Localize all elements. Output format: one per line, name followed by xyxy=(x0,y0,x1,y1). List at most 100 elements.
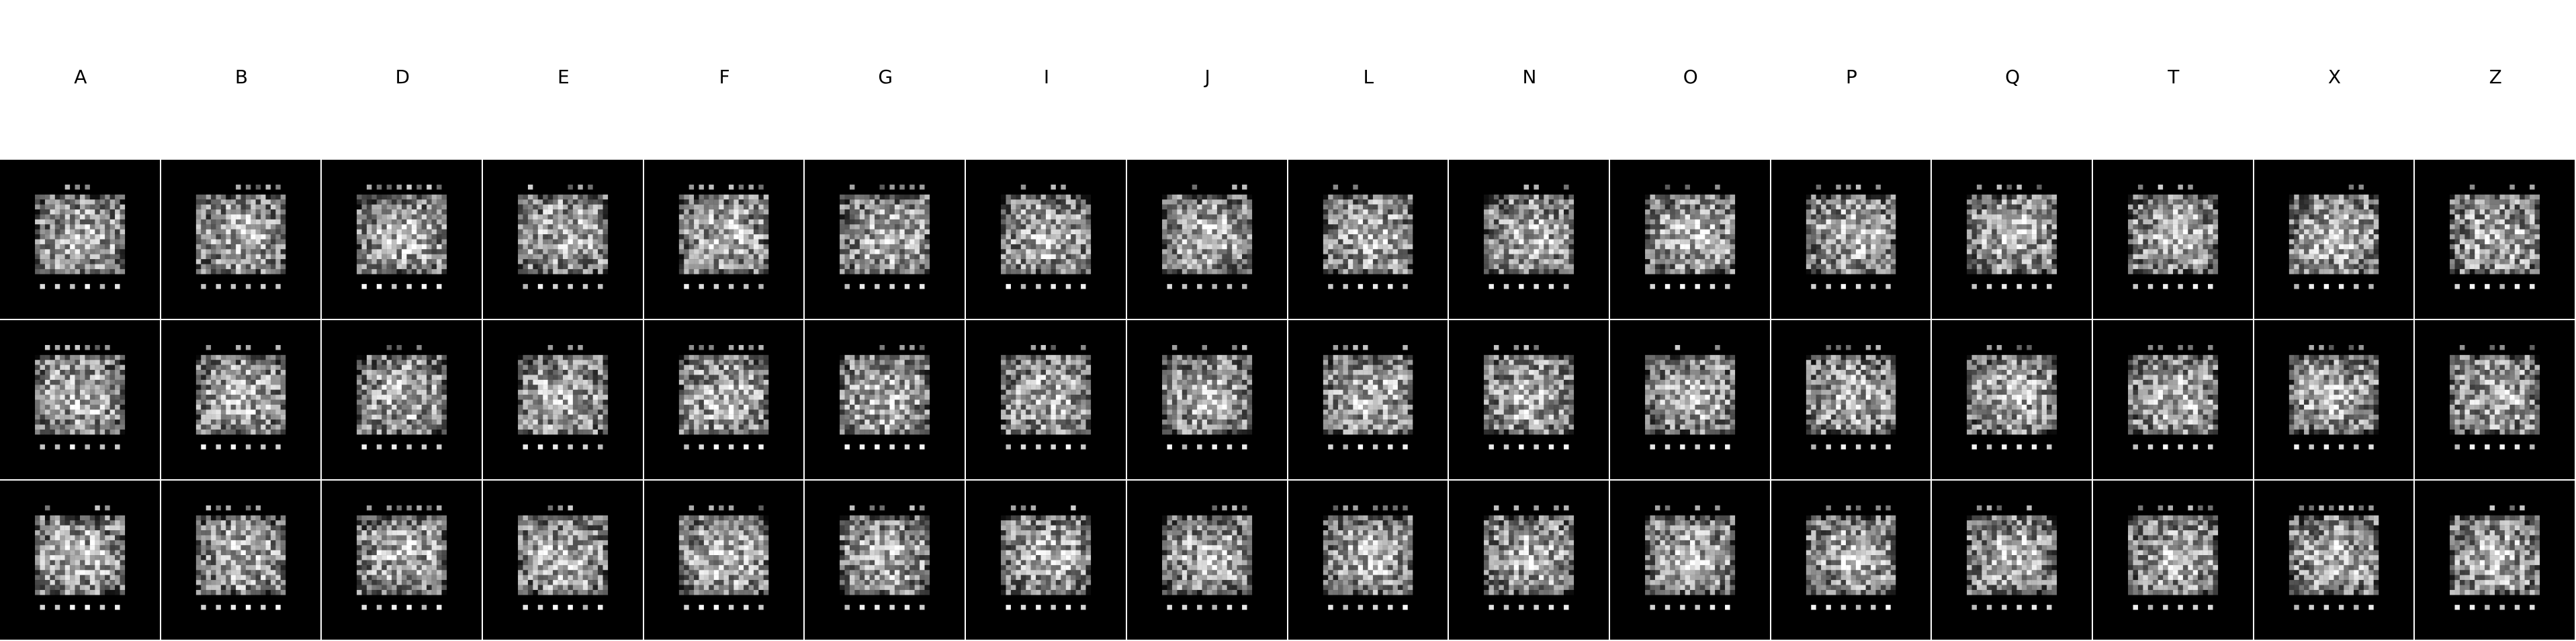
sample-tile-b-row-3 xyxy=(161,481,320,640)
column-label-e: E xyxy=(558,66,570,88)
sample-image xyxy=(2093,481,2253,640)
sample-image xyxy=(644,481,803,640)
sample-image xyxy=(1127,481,1287,640)
sample-image xyxy=(805,481,965,640)
sample-image xyxy=(1932,160,2092,319)
sample-tile-q-row-1 xyxy=(1932,160,2092,319)
sample-image xyxy=(805,320,965,479)
sample-image xyxy=(2415,160,2575,319)
sample-image xyxy=(1610,481,1770,640)
sample-image xyxy=(644,160,803,319)
column-label-i: I xyxy=(1043,66,1050,88)
sample-tile-t-row-2 xyxy=(2093,320,2253,479)
sample-image xyxy=(1449,481,1609,640)
sample-tile-e-row-2 xyxy=(483,320,643,479)
sample-image xyxy=(2254,320,2413,479)
sample-tile-p-row-1 xyxy=(1771,160,1930,319)
sample-tile-p-row-2 xyxy=(1771,320,1930,479)
sample-image xyxy=(1288,320,1448,479)
sample-tile-f-row-2 xyxy=(644,320,803,479)
sample-image xyxy=(161,320,320,479)
sample-image xyxy=(1449,160,1609,319)
column-label-n: N xyxy=(1522,66,1537,88)
sample-tile-j-row-1 xyxy=(1127,160,1287,319)
sample-tile-g-row-3 xyxy=(805,481,965,640)
sample-image xyxy=(483,320,643,479)
sample-image xyxy=(161,481,320,640)
sample-image xyxy=(483,160,643,319)
sample-image xyxy=(2254,160,2413,319)
sample-image xyxy=(483,481,643,640)
sample-image xyxy=(0,320,160,479)
sample-tile-t-row-3 xyxy=(2093,481,2253,640)
sample-tile-x-row-3 xyxy=(2254,481,2413,640)
sample-tile-l-row-1 xyxy=(1288,160,1448,319)
sample-image xyxy=(2093,320,2253,479)
column-label-a: A xyxy=(74,66,87,88)
sample-image xyxy=(1449,320,1609,479)
sample-image xyxy=(2093,160,2253,319)
sample-image xyxy=(1771,320,1930,479)
sample-image xyxy=(966,320,1126,479)
column-label-p: P xyxy=(1845,66,1857,88)
sample-tile-f-row-3 xyxy=(644,481,803,640)
sample-image xyxy=(1932,320,2092,479)
sample-image xyxy=(1932,481,2092,640)
sample-image xyxy=(1610,320,1770,479)
sample-tile-i-row-1 xyxy=(966,160,1126,319)
sample-tile-z-row-1 xyxy=(2415,160,2575,319)
sample-image xyxy=(322,160,482,319)
sample-tile-d-row-1 xyxy=(322,160,482,319)
sample-grid xyxy=(0,160,2576,641)
sample-tile-z-row-3 xyxy=(2415,481,2575,640)
sample-image xyxy=(966,160,1126,319)
column-label-b: B xyxy=(234,66,249,88)
sample-tile-l-row-3 xyxy=(1288,481,1448,640)
sample-image xyxy=(966,481,1126,640)
sample-tile-q-row-3 xyxy=(1932,481,2092,640)
column-label-d: D xyxy=(395,66,410,88)
sample-image xyxy=(1127,160,1287,319)
column-label-z: Z xyxy=(2489,66,2502,88)
sample-tile-x-row-2 xyxy=(2254,320,2413,479)
sample-tile-a-row-3 xyxy=(0,481,160,640)
sample-image xyxy=(644,320,803,479)
column-label-f: F xyxy=(719,66,730,88)
sample-tile-l-row-2 xyxy=(1288,320,1448,479)
sample-tile-q-row-2 xyxy=(1932,320,2092,479)
sample-image xyxy=(1771,481,1930,640)
column-label-t: T xyxy=(2168,66,2180,88)
sample-tile-o-row-2 xyxy=(1610,320,1770,479)
sample-image xyxy=(1288,481,1448,640)
sample-tile-n-row-1 xyxy=(1449,160,1609,319)
column-label-l: L xyxy=(1363,66,1374,88)
sample-tile-t-row-1 xyxy=(2093,160,2253,319)
column-label-x: X xyxy=(2327,66,2342,88)
column-label-q: Q xyxy=(2005,66,2020,88)
column-label-g: G xyxy=(878,66,893,88)
sample-image xyxy=(322,481,482,640)
sample-tile-a-row-2 xyxy=(0,320,160,479)
sample-tile-e-row-3 xyxy=(483,481,643,640)
sample-image xyxy=(0,160,160,319)
sample-image xyxy=(322,320,482,479)
sample-tile-i-row-3 xyxy=(966,481,1126,640)
sample-image xyxy=(2415,481,2575,640)
sample-image xyxy=(2254,481,2413,640)
sample-tile-n-row-2 xyxy=(1449,320,1609,479)
sample-tile-z-row-2 xyxy=(2415,320,2575,479)
sample-image xyxy=(2415,320,2575,479)
sample-tile-p-row-3 xyxy=(1771,481,1930,640)
column-label-j: J xyxy=(1204,66,1210,88)
sample-tile-n-row-3 xyxy=(1449,481,1609,640)
sample-image xyxy=(161,160,320,319)
sample-tile-o-row-3 xyxy=(1610,481,1770,640)
sample-image xyxy=(1610,160,1770,319)
sample-tile-j-row-3 xyxy=(1127,481,1287,640)
sample-image xyxy=(1771,160,1930,319)
sample-image xyxy=(0,481,160,640)
sample-tile-j-row-2 xyxy=(1127,320,1287,479)
sample-tile-e-row-1 xyxy=(483,160,643,319)
